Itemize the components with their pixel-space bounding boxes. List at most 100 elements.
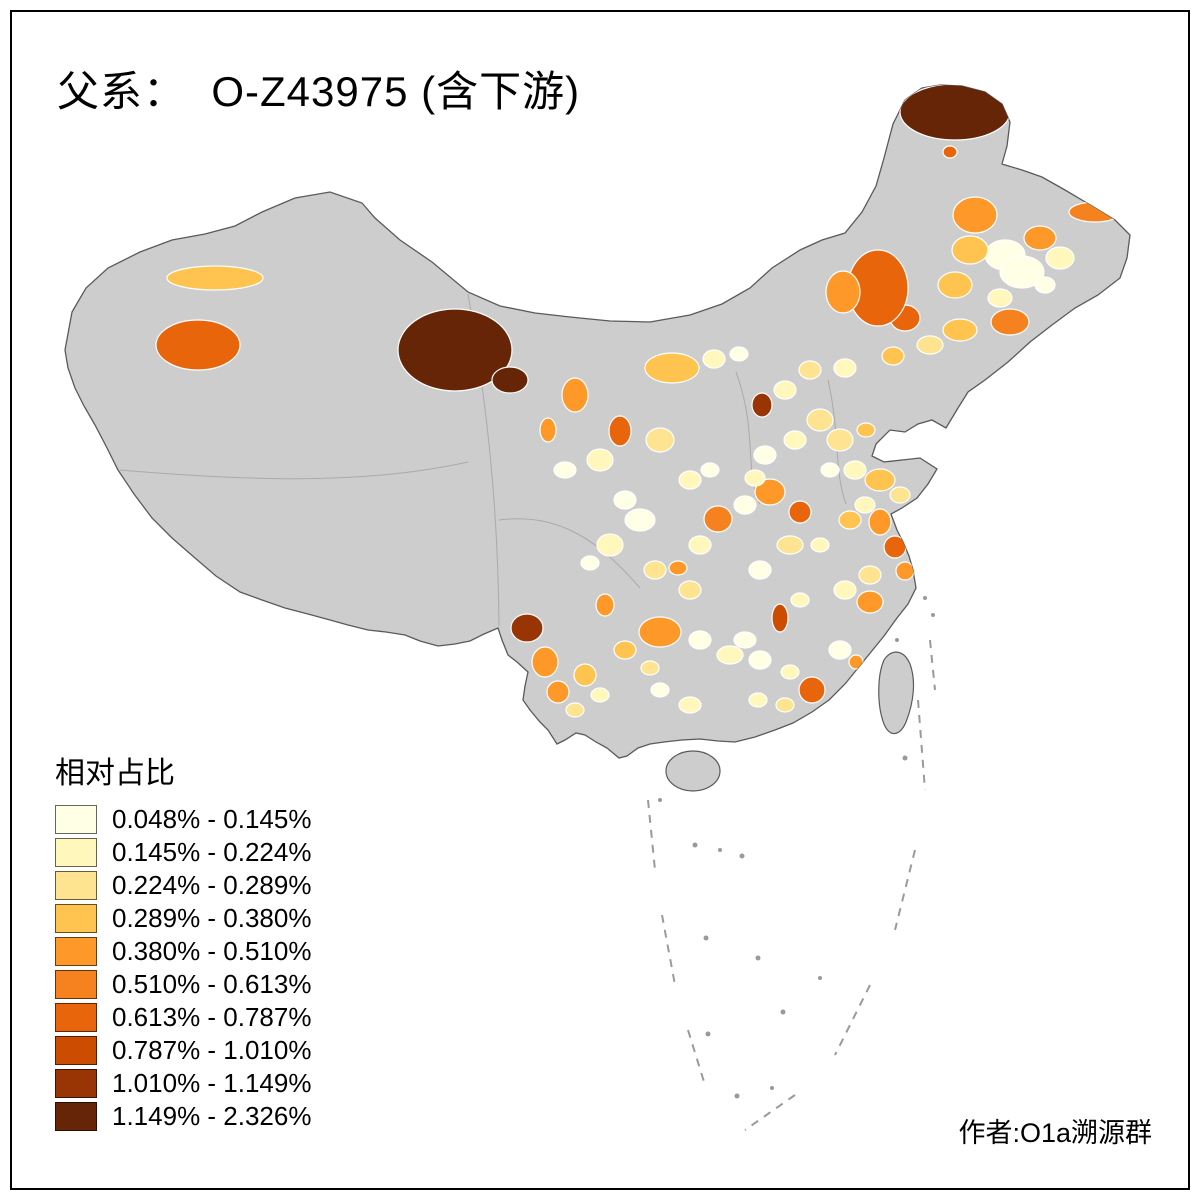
prefecture-region — [748, 692, 768, 708]
legend-swatch — [55, 1068, 97, 1098]
choropleth-regions — [155, 85, 1122, 718]
legend-rows: 0.048% - 0.145% 0.145% - 0.224% 0.224% - 0… — [55, 804, 311, 1131]
legend-swatch — [55, 1002, 97, 1032]
prefecture-region — [645, 427, 675, 453]
prefecture-region — [833, 580, 857, 600]
prefecture-region — [751, 392, 773, 418]
prefecture-region — [586, 448, 614, 472]
prefecture-region — [1023, 225, 1057, 251]
prefecture-region — [951, 235, 989, 265]
prefecture-region — [729, 346, 749, 362]
legend-swatch — [55, 1101, 97, 1131]
legend-range-label: 1.010% - 1.149% — [112, 1067, 312, 1098]
prefecture-region — [856, 422, 876, 438]
prefecture-region — [668, 560, 688, 576]
prefecture-region — [864, 468, 896, 492]
prefecture-region — [613, 490, 637, 510]
hainan-island — [665, 750, 721, 792]
prefecture-region — [790, 592, 810, 608]
prefecture-region — [783, 430, 807, 450]
prefecture-region — [753, 445, 777, 465]
prefecture-region — [491, 366, 529, 394]
legend-range-label: 0.380% - 0.510% — [112, 935, 312, 966]
prefecture-region — [826, 428, 854, 452]
attribution: 作者:O1a溯源群 — [958, 1118, 1152, 1148]
prefecture-region — [899, 85, 1011, 141]
prefecture-region — [613, 640, 637, 660]
prefecture-region — [733, 495, 757, 515]
prefecture-region — [942, 318, 978, 342]
prefecture-region — [595, 593, 615, 617]
prefecture-region — [990, 308, 1030, 336]
prefecture-region — [895, 561, 915, 581]
prefecture-region — [1045, 246, 1075, 270]
prefecture-region — [798, 360, 822, 380]
prefecture-region — [703, 505, 733, 533]
prefecture-region — [702, 349, 726, 369]
prefecture-region — [573, 663, 597, 687]
legend-row: 0.380% - 0.510% — [55, 936, 311, 966]
prefecture-region — [678, 696, 702, 714]
prefecture-region — [678, 580, 702, 600]
prefecture-region — [838, 510, 862, 530]
prefecture-region — [624, 508, 656, 532]
prefecture-region — [166, 265, 264, 291]
prefecture-region — [510, 613, 544, 643]
prefecture-region — [889, 486, 911, 504]
prefecture-region — [820, 462, 840, 478]
prefecture-region — [848, 654, 864, 670]
prefecture-region — [580, 555, 600, 571]
prefecture-region — [856, 590, 884, 614]
legend-swatch — [55, 936, 97, 966]
legend-row: 1.010% - 1.149% — [55, 1068, 311, 1098]
taiwan-island — [878, 651, 915, 735]
prefecture-region — [744, 469, 766, 487]
legend-range-label: 1.149% - 2.326% — [112, 1100, 312, 1131]
prefecture-region — [553, 461, 577, 479]
province-borders — [119, 293, 847, 627]
prefecture-region — [825, 270, 861, 314]
prefecture-region — [780, 664, 800, 680]
prefecture-region — [733, 631, 757, 649]
prefecture-region — [608, 415, 632, 447]
prefecture-region — [883, 535, 907, 559]
prefecture-region — [1034, 276, 1056, 294]
prefecture-region — [833, 358, 857, 378]
prefecture-region — [881, 346, 905, 366]
legend-row: 0.787% - 1.010% — [55, 1035, 311, 1065]
legend-title: 相对占比 — [55, 757, 175, 790]
china-mainland-outline — [64, 84, 1131, 759]
legend-swatch — [55, 903, 97, 933]
legend-swatch — [55, 870, 97, 900]
legend-range-label: 0.613% - 0.787% — [112, 1001, 312, 1032]
prefecture-region — [952, 196, 998, 234]
prefecture-region — [565, 702, 585, 718]
south-china-sea-dashed-line — [647, 639, 936, 1131]
prefecture-region — [775, 697, 795, 713]
legend-row: 1.149% - 2.326% — [55, 1101, 311, 1131]
legend-range-label: 0.289% - 0.380% — [112, 902, 312, 933]
prefecture-region — [798, 676, 826, 704]
figure-title: 父系： O-Z43975 (含下游) — [57, 68, 581, 115]
legend-swatch — [55, 1035, 97, 1065]
prefecture-region — [678, 470, 702, 490]
prefecture-region — [810, 537, 830, 553]
prefecture-region — [688, 630, 712, 650]
prefecture-region — [788, 500, 812, 524]
prefecture-region — [531, 646, 559, 678]
prefecture-region — [650, 682, 670, 698]
prefecture-region — [916, 335, 944, 355]
prefecture-region — [843, 460, 867, 480]
prefecture-region — [638, 616, 682, 648]
prefecture-region — [806, 408, 834, 432]
prefecture-region — [640, 660, 660, 676]
legend-range-label: 0.224% - 0.289% — [112, 869, 312, 900]
legend-range-label: 0.048% - 0.145% — [112, 803, 312, 834]
legend-row: 0.510% - 0.613% — [55, 969, 311, 999]
prefecture-region — [716, 645, 744, 665]
prefecture-region — [155, 319, 241, 371]
prefecture-region — [643, 560, 667, 580]
prefecture-region — [748, 560, 772, 580]
